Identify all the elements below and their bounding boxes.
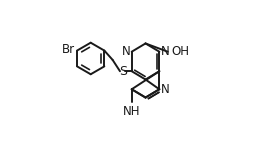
Text: NH: NH bbox=[122, 105, 140, 118]
Text: N: N bbox=[160, 45, 169, 58]
Text: N: N bbox=[121, 45, 130, 58]
Text: S: S bbox=[118, 65, 126, 78]
Text: Br: Br bbox=[62, 43, 75, 56]
Text: OH: OH bbox=[170, 45, 188, 58]
Text: N: N bbox=[160, 83, 169, 96]
